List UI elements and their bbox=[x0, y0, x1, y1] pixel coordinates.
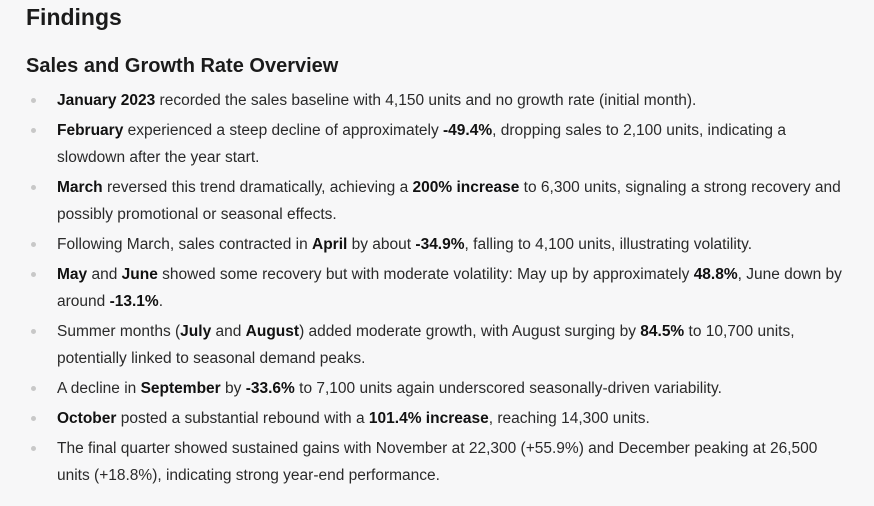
finding-emphasis: August bbox=[245, 323, 300, 340]
finding-emphasis: March bbox=[57, 179, 103, 196]
bullet-dot-icon bbox=[31, 416, 36, 421]
finding-emphasis: October bbox=[57, 410, 117, 427]
finding-item: Summer months (July and August) added mo… bbox=[26, 318, 852, 372]
finding-text: to 7,100 units again underscored seasona… bbox=[294, 380, 722, 397]
bullet-dot-icon bbox=[31, 446, 36, 451]
finding-text: and bbox=[87, 266, 122, 283]
finding-emphasis: April bbox=[312, 236, 348, 253]
finding-item: October posted a substantial rebound wit… bbox=[26, 405, 852, 432]
finding-text: experienced a steep decline of approxima… bbox=[123, 122, 444, 139]
finding-text: recorded the sales baseline with 4,150 u… bbox=[155, 92, 697, 109]
bullet-dot-icon bbox=[31, 386, 36, 391]
finding-text: , June down by around bbox=[57, 266, 842, 310]
finding-text: and bbox=[211, 323, 246, 340]
section-title: Sales and Growth Rate Overview bbox=[26, 55, 339, 77]
finding-emphasis: 101.4% increase bbox=[368, 410, 489, 427]
finding-emphasis: June bbox=[121, 266, 158, 283]
finding-text: showed some recovery but with moderate v… bbox=[157, 266, 694, 283]
finding-text: Summer months ( bbox=[57, 323, 181, 340]
bullet-dot-icon bbox=[31, 272, 36, 277]
finding-text: , dropping sales to 2,100 units, indicat… bbox=[57, 122, 786, 166]
finding-emphasis: -33.6% bbox=[245, 380, 295, 397]
finding-emphasis: September bbox=[140, 380, 221, 397]
bullet-dot-icon bbox=[31, 98, 36, 103]
page-title: Findings bbox=[26, 4, 122, 30]
finding-emphasis: -49.4% bbox=[443, 122, 493, 139]
bullet-dot-icon bbox=[31, 185, 36, 190]
finding-emphasis: July bbox=[180, 323, 212, 340]
finding-item: Following March, sales contracted in Apr… bbox=[26, 231, 852, 258]
finding-text: posted a substantial rebound with a bbox=[116, 410, 369, 427]
bullet-dot-icon bbox=[31, 329, 36, 334]
finding-text: A decline in bbox=[57, 380, 141, 397]
finding-item: May and June showed some recovery but wi… bbox=[26, 261, 852, 315]
finding-emphasis: -34.9% bbox=[415, 236, 465, 253]
bullet-dot-icon bbox=[31, 242, 36, 247]
finding-text: by about bbox=[347, 236, 416, 253]
finding-emphasis: 84.5% bbox=[640, 323, 685, 340]
finding-item: February experienced a steep decline of … bbox=[26, 117, 852, 171]
finding-text: reversed this trend dramatically, achiev… bbox=[102, 179, 413, 196]
finding-emphasis: May bbox=[57, 266, 88, 283]
finding-text: . bbox=[158, 293, 164, 310]
finding-item: January 2023 recorded the sales baseline… bbox=[26, 87, 852, 114]
finding-item: A decline in September by -33.6% to 7,10… bbox=[26, 375, 852, 402]
finding-emphasis: January 2023 bbox=[57, 92, 156, 109]
finding-emphasis: 48.8% bbox=[693, 266, 738, 283]
finding-emphasis: 200% increase bbox=[412, 179, 520, 196]
finding-item: March reversed this trend dramatically, … bbox=[26, 174, 852, 228]
finding-text: , falling to 4,100 units, illustrating v… bbox=[464, 236, 753, 253]
finding-item: The final quarter showed sustained gains… bbox=[26, 435, 852, 489]
finding-text: by bbox=[220, 380, 246, 397]
finding-text: , reaching 14,300 units. bbox=[488, 410, 650, 427]
finding-text: to 6,300 units, signaling a strong recov… bbox=[57, 179, 841, 223]
finding-emphasis: -13.1% bbox=[109, 293, 159, 310]
finding-emphasis: February bbox=[57, 122, 124, 139]
finding-text: Following March, sales contracted in bbox=[57, 236, 313, 253]
bullet-dot-icon bbox=[31, 128, 36, 133]
finding-text: to 10,700 units, potentially linked to s… bbox=[57, 323, 795, 367]
findings-list: January 2023 recorded the sales baseline… bbox=[26, 87, 852, 489]
finding-text: The final quarter showed sustained gains… bbox=[57, 440, 818, 484]
finding-text: ) added moderate growth, with August sur… bbox=[299, 323, 641, 340]
